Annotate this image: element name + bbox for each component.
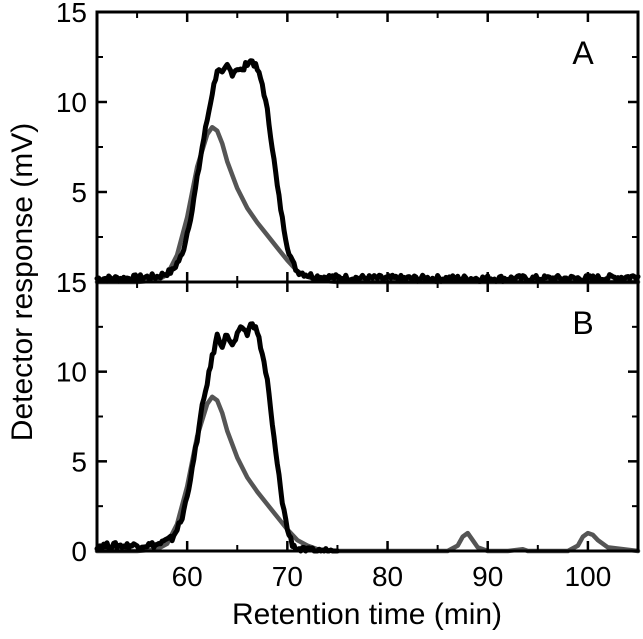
x-axis-title: Retention time (min)	[232, 598, 502, 631]
panel-a-y-tick-label: 15	[56, 0, 87, 28]
panel-b-black-series-line	[94, 321, 340, 554]
panel-a-label: A	[572, 35, 594, 71]
panel-b-y-tick-label: 5	[71, 446, 87, 477]
x-tick-label: 80	[372, 561, 403, 592]
panel-b-y-tick-label: 15	[56, 267, 87, 298]
x-tick-label: 60	[172, 561, 203, 592]
y-axis-title: Detector response (mV)	[6, 123, 39, 441]
x-tick-label: 70	[272, 561, 303, 592]
x-tick-label: 100	[565, 561, 612, 592]
panel-a-frame	[95, 10, 640, 284]
panel-a: 15 10 5 A	[56, 0, 641, 285]
panel-b-y-tick-label: 10	[56, 357, 87, 388]
x-tick-label: 90	[472, 561, 503, 592]
panel-b-frame	[95, 280, 640, 553]
panel-b-y-tick-label: 0	[71, 536, 87, 567]
panel-b-label: B	[572, 305, 593, 341]
panel-a-black-series-line	[94, 58, 641, 284]
panel-a-y-tick-label: 10	[56, 87, 87, 118]
panel-a-y-tick-label: 5	[71, 177, 87, 208]
